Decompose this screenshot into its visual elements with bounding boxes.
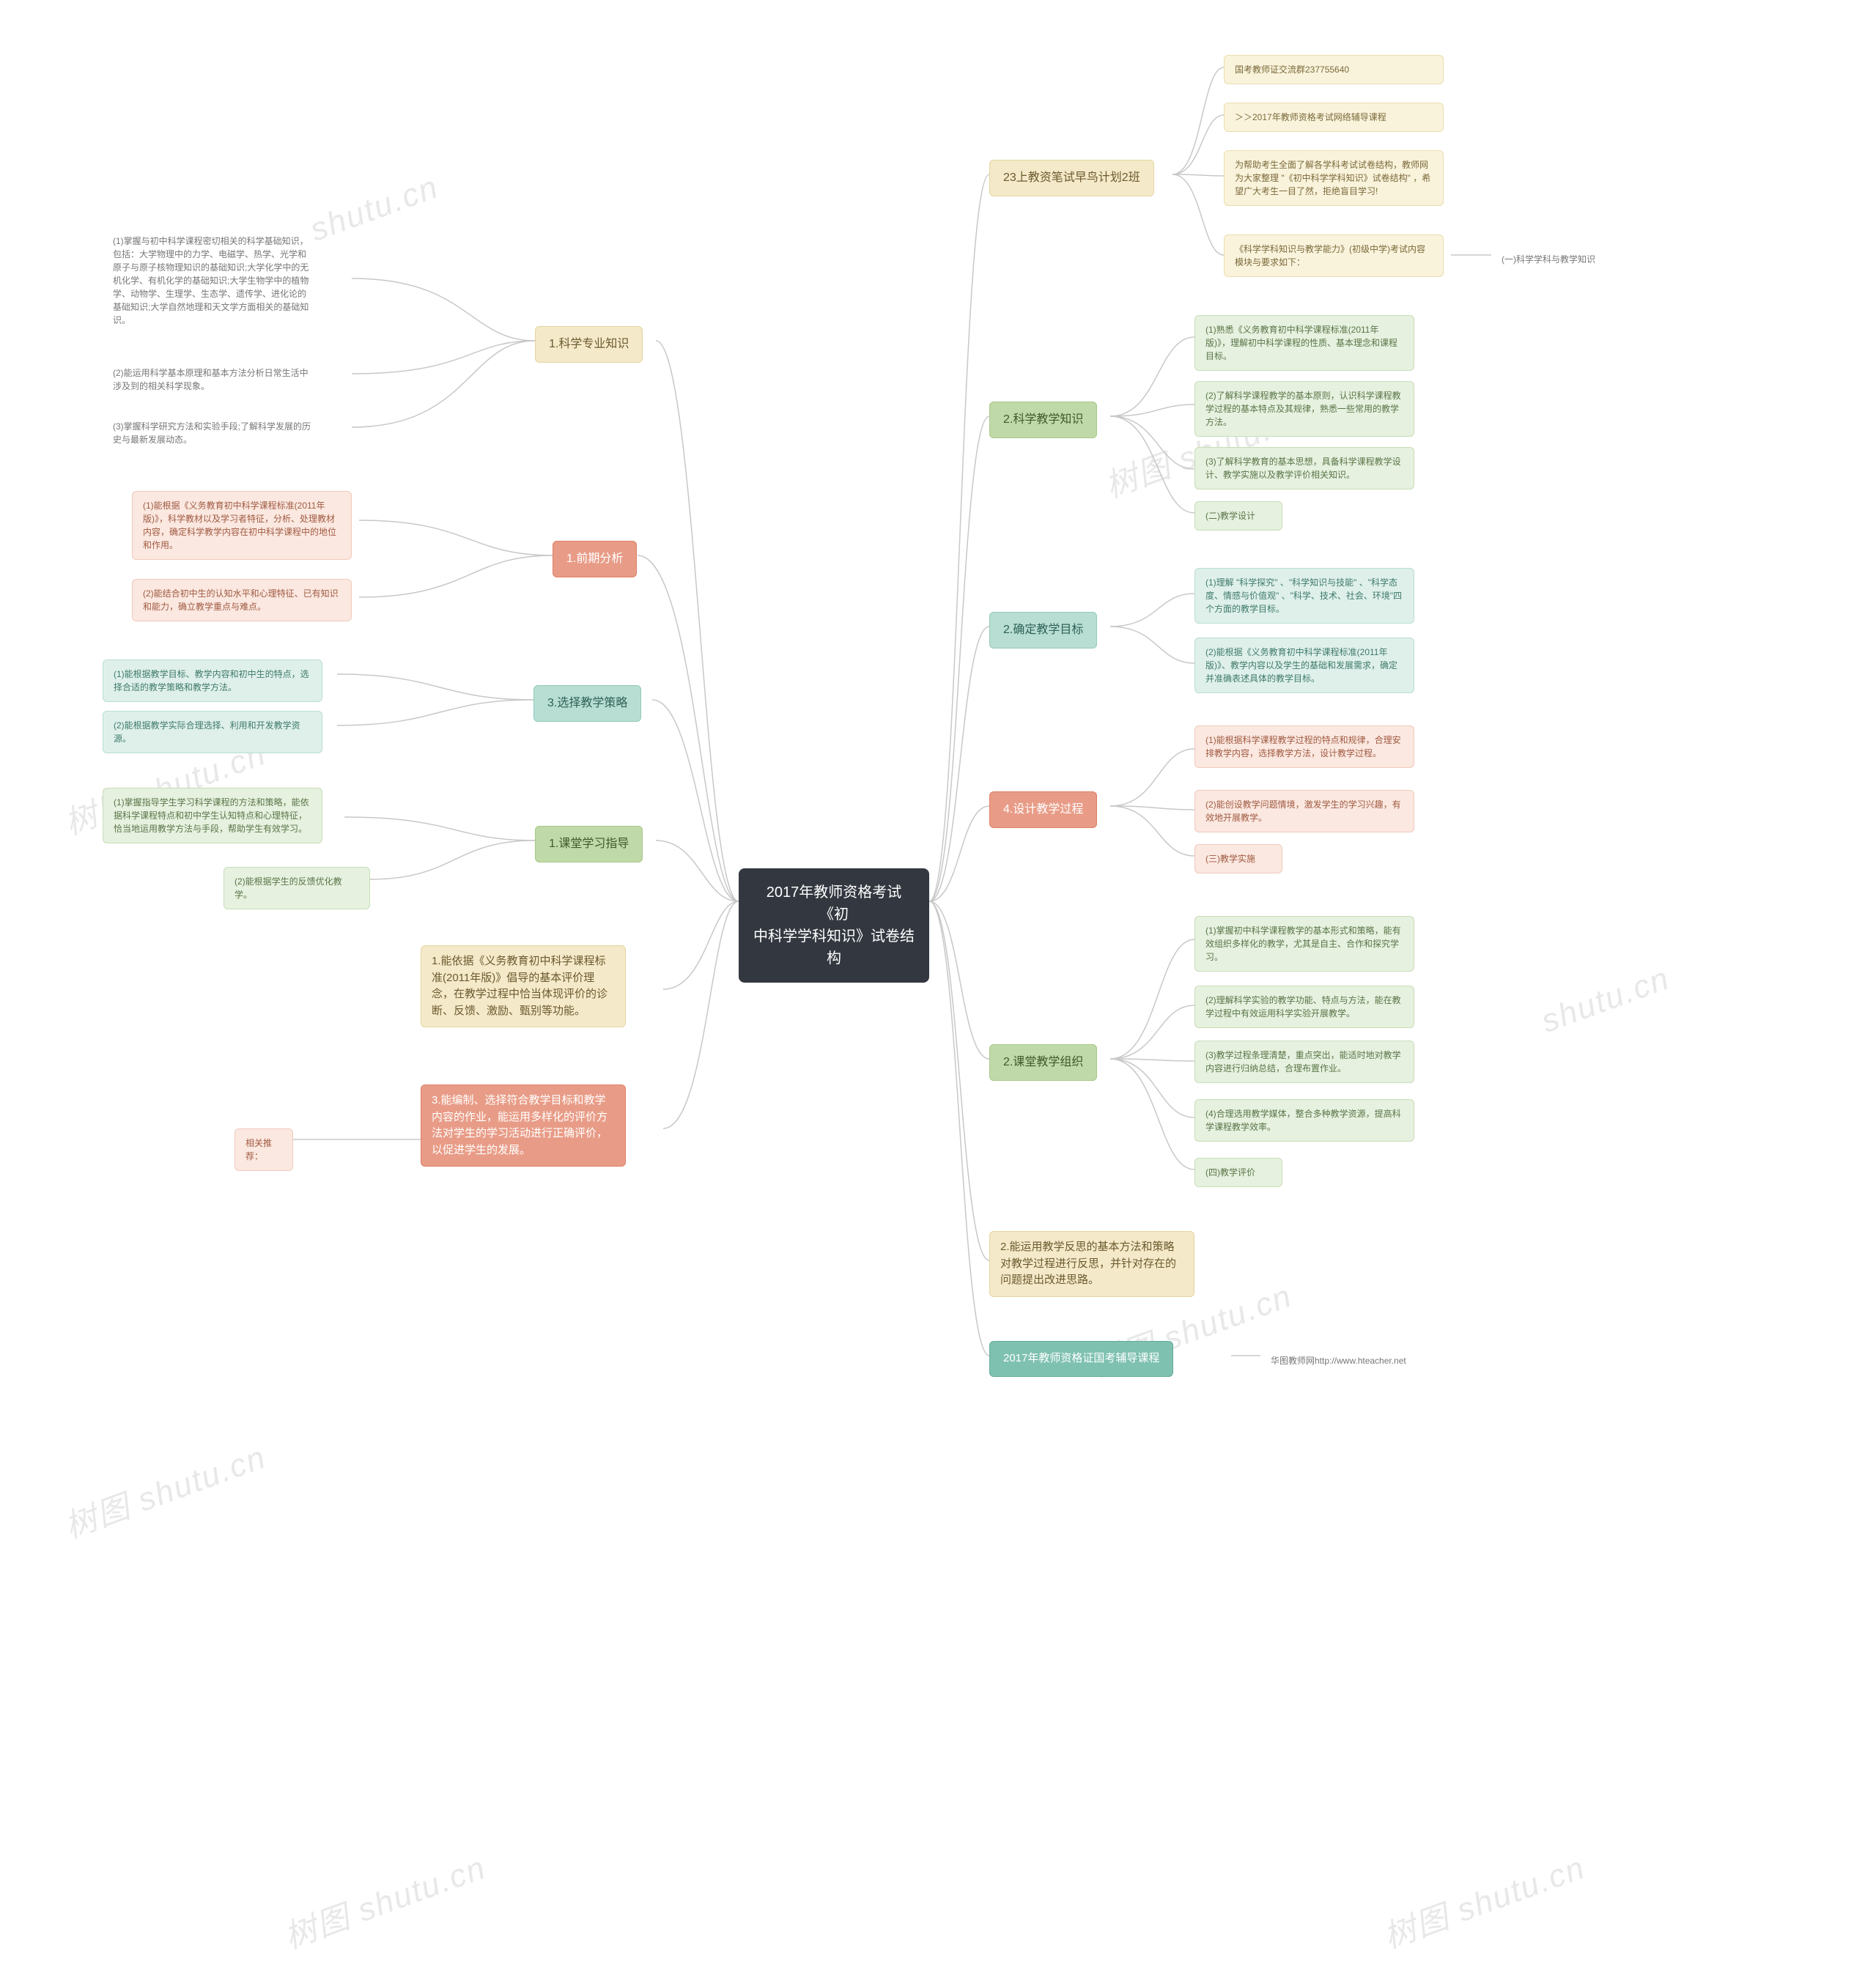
root-node: 2017年教师资格考试《初 中科学学科知识》试卷结 构 [739, 868, 929, 983]
right-e-item-0: (1)掌握初中科学课程教学的基本形式和策略，能有效组织多样化的教学，尤其是自主、… [1194, 916, 1414, 972]
left-d-item-0: (1)掌握指导学生学习科学课程的方法和策略，能依据科学课程特点和初中学生认知特点… [103, 788, 322, 843]
right-a-title: 23上教资笔试早鸟计划2班 [989, 160, 1154, 196]
right-e-item-1: (2)理解科学实验的教学功能、特点与方法，能在教学过程中有效运用科学实验开展教学… [1194, 986, 1414, 1028]
watermark: shutu.cn [1537, 960, 1674, 1040]
left-b-item-1: (2)能结合初中生的认知水平和心理特征、已有知识和能力，确立教学重点与难点。 [132, 579, 352, 621]
watermark: 树图 shutu.cn [57, 1431, 272, 1548]
right-a-tail: (一)科学学科与教学知识 [1491, 245, 1616, 273]
right-a-item-0: 国考教师证交流群237755640 [1224, 55, 1444, 84]
right-e-title: 2.课堂教学组织 [989, 1044, 1097, 1081]
root-line3: 构 [753, 947, 915, 969]
left-d-title: 1.课堂学习指导 [535, 826, 643, 862]
right-c-item-1: (2)能根据《义务教育初中科学课程标准(2011年版)》、教学内容以及学生的基础… [1194, 638, 1414, 693]
right-d-item-2: (三)教学实施 [1194, 844, 1282, 873]
right-d-item-1: (2)能创设教学问题情境，激发学生的学习兴趣，有效地开展教学。 [1194, 790, 1414, 832]
watermark: 树图 shutu.cn [1376, 1841, 1591, 1958]
right-e-item-3: (4)合理选用教学媒体，整合多种教学资源，提高科学课程教学效率。 [1194, 1099, 1414, 1142]
right-d-title: 4.设计教学过程 [989, 791, 1097, 828]
right-a-item-2: 为帮助考生全面了解各学科考试试卷结构，教师网为大家整理 "《初中科学学科知识》试… [1224, 150, 1444, 206]
right-c-title: 2.确定教学目标 [989, 612, 1097, 648]
right-a-item-3: 《科学学科知识与教学能力》(初级中学)考试内容模块与要求如下： [1224, 234, 1444, 277]
right-g-tail: 华图教师网http://www.hteacher.net [1260, 1347, 1466, 1375]
left-f-title: 3.能编制、选择符合教学目标和教学内容的作业，能运用多样化的评价方法对学生的学习… [421, 1084, 626, 1167]
root-line2: 中科学学科知识》试卷结 [753, 925, 915, 947]
right-g-title: 2017年教师资格证国考辅导课程 [989, 1341, 1173, 1377]
right-b-item-3: (二)教学设计 [1194, 501, 1282, 531]
root-line1: 2017年教师资格考试《初 [753, 882, 915, 925]
right-c-item-0: (1)理解 "科学探究" 、"科学知识与技能" 、"科学态度、情感与价值观" 、… [1194, 568, 1414, 624]
right-e-item-2: (3)教学过程条理清楚，重点突出，能适时地对教学内容进行归纳总结，合理布置作业。 [1194, 1041, 1414, 1083]
left-a-item-0: (1)掌握与初中科学课程密切相关的科学基础知识，包括：大学物理中的力学、电磁学、… [103, 227, 322, 334]
watermark: shutu.cn [306, 169, 443, 248]
left-a-item-1: (2)能运用科学基本原理和基本方法分析日常生活中涉及到的相关科学现象。 [103, 359, 322, 400]
left-c-item-1: (2)能根据教学实际合理选择、利用和开发教学资源。 [103, 711, 322, 753]
right-a-item-1: ＞＞2017年教师资格考试网络辅导课程 [1224, 103, 1444, 132]
right-b-item-1: (2)了解科学课程教学的基本原则，认识科学课程教学过程的基本特点及其规律，熟悉一… [1194, 381, 1414, 437]
right-b-title: 2.科学教学知识 [989, 402, 1097, 438]
left-a-title: 1.科学专业知识 [535, 326, 643, 363]
right-f-title: 2.能运用教学反思的基本方法和策略对教学过程进行反思，并针对存在的问题提出改进思… [989, 1231, 1194, 1297]
left-e-title: 1.能依据《义务教育初中科学课程标准(2011年版)》倡导的基本评价理念，在教学… [421, 945, 626, 1027]
right-e-item-4: (四)教学评价 [1194, 1158, 1282, 1187]
watermark: 树图 shutu.cn [277, 1841, 492, 1958]
left-c-title: 3.选择教学策略 [533, 685, 641, 722]
left-d-item-1: (2)能根据学生的反馈优化教学。 [224, 867, 370, 909]
left-c-item-0: (1)能根据教学目标、教学内容和初中生的特点，选择合适的教学策略和教学方法。 [103, 659, 322, 702]
right-b-item-2: (3)了解科学教育的基本思想，具备科学课程教学设计、教学实施以及教学评价相关知识… [1194, 447, 1414, 489]
right-b-item-0: (1)熟悉《义务教育初中科学课程标准(2011年版)》，理解初中科学课程的性质、… [1194, 315, 1414, 371]
left-f-tail: 相关推荐： [234, 1128, 293, 1171]
right-d-item-0: (1)能根据科学课程教学过程的特点和规律，合理安排教学内容，选择教学方法，设计教… [1194, 725, 1414, 768]
left-b-title: 1.前期分析 [553, 541, 637, 577]
left-b-item-0: (1)能根据《义务教育初中科学课程标准(2011年版)》，科学教材以及学习者特征… [132, 491, 352, 560]
left-a-item-2: (3)掌握科学研究方法和实验手段;了解科学发展的历史与最新发展动态。 [103, 413, 322, 454]
